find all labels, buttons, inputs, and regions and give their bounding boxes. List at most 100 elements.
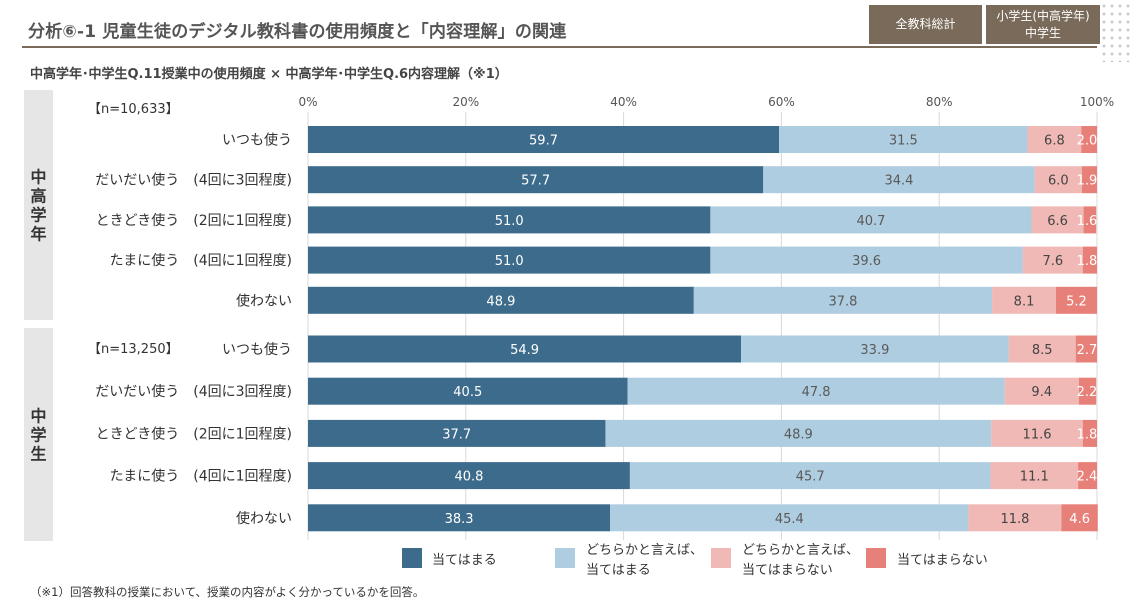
bar-segment	[990, 462, 1079, 490]
bar-segment	[308, 126, 780, 153]
bar-segment	[627, 377, 1005, 405]
data-label: 45.4	[775, 512, 804, 527]
bar-segment	[605, 419, 992, 447]
data-label: 2.2	[1077, 385, 1098, 400]
group-label-char: 学	[30, 206, 46, 225]
footnote: （※1）回答教科の授業において、授業の内容がよく分かっているかを回答。	[30, 585, 425, 599]
data-label: 1.6	[1077, 214, 1098, 229]
data-label: 8.1	[1014, 294, 1035, 309]
data-label: 57.7	[521, 174, 550, 189]
data-label: 8.5	[1032, 343, 1053, 358]
bar-segment	[1055, 286, 1097, 314]
x-tick-label: 80%	[926, 95, 953, 109]
bar-segment	[308, 335, 742, 363]
group-panel	[24, 328, 53, 541]
bar-segment	[1081, 126, 1097, 153]
bar-segment	[1082, 246, 1097, 274]
legend-swatch	[402, 548, 422, 568]
category-label: 使わない	[236, 292, 292, 309]
data-label: 33.9	[860, 343, 889, 358]
bar-segment	[710, 246, 1023, 274]
data-label: 48.9	[784, 427, 813, 442]
bar-segment	[308, 286, 694, 314]
data-label: 4.6	[1069, 512, 1090, 527]
legend-swatch	[555, 548, 575, 568]
bar-segment	[693, 286, 993, 314]
group-label-char: 生	[30, 445, 46, 464]
bar-segment	[1083, 206, 1097, 234]
legend-label: 当てはまらない	[897, 553, 988, 568]
data-label: 9.4	[1031, 385, 1052, 400]
data-label: 39.6	[852, 254, 881, 269]
bar-segment	[308, 504, 611, 532]
bar-segment	[741, 335, 1009, 363]
category-label: たまに使う (4回に1回程度)	[110, 468, 292, 485]
grade-tag-line1: 小学生(中高学年)	[996, 9, 1090, 24]
grade-tag: 小学生(中高学年) 中学生	[986, 5, 1100, 44]
category-label: だいだい使う (4回に3回程度)	[95, 383, 292, 400]
data-label: 40.7	[856, 214, 885, 229]
bar-segment	[308, 206, 711, 234]
grade-tag-line2: 中学生	[1024, 25, 1061, 40]
x-tick-label: 40%	[610, 95, 637, 109]
legend-label: どちらかと言えば、	[742, 543, 859, 558]
bar-segment	[710, 206, 1032, 234]
data-label: 1.9	[1077, 174, 1098, 189]
data-label: 11.6	[1023, 427, 1052, 442]
stacked-bar-chart: 0% 20% 40% 60% 80% 100% 中高学年【n=10,633】いつも使う 59…	[24, 90, 1114, 578]
chart-subtitle: 中高学年･中学生Q.11授業中の使用頻度 × 中高学年･中学生Q.6内容理解（※…	[30, 67, 508, 82]
x-tick-label: 20%	[452, 95, 479, 109]
bar-segment	[1061, 504, 1098, 532]
data-label: 2.4	[1077, 470, 1098, 485]
data-label: 37.7	[442, 427, 471, 442]
legend-label: 当てはまる	[586, 563, 651, 578]
category-label: 使わない	[236, 510, 292, 527]
legend-label: 当てはまらない	[742, 563, 833, 578]
bar-segment	[1008, 335, 1076, 363]
data-label: 31.5	[889, 134, 918, 149]
bar-segment	[1078, 377, 1097, 405]
bar-segment	[991, 419, 1083, 447]
data-label: 51.0	[495, 254, 524, 269]
scope-tag: 全教科総計	[869, 5, 982, 44]
bar-segment	[1034, 166, 1083, 194]
bar-segment	[1078, 462, 1097, 490]
data-label: 2.7	[1077, 343, 1098, 358]
data-label: 34.4	[884, 174, 913, 189]
title-underline	[22, 46, 1097, 48]
group-label-char: 高	[30, 187, 46, 206]
data-label: 6.8	[1044, 134, 1065, 149]
page-title: 分析⑥-1 児童生徒のデジタル教科書の使用頻度と「内容理解」の関連	[28, 22, 567, 42]
legend-swatch	[866, 548, 886, 568]
data-label: 1.8	[1077, 254, 1098, 269]
sample-size-label: 【n=10,633】	[88, 102, 179, 117]
legend-label: 当てはまる	[432, 553, 497, 568]
bar-segment	[968, 504, 1062, 532]
data-label: 38.3	[445, 512, 474, 527]
data-label: 40.8	[454, 470, 483, 485]
data-label: 11.1	[1020, 470, 1049, 485]
bar-segment	[763, 166, 1035, 194]
data-label: 6.6	[1047, 214, 1068, 229]
bar-segment	[1082, 166, 1097, 194]
category-label: いつも使う	[222, 341, 292, 358]
group-label-char: 学	[30, 426, 46, 445]
bar-segment	[779, 126, 1028, 153]
category-label: ときどき使う (2回に1回程度)	[96, 425, 292, 442]
bar-segment	[308, 419, 606, 447]
data-label: 2.0	[1077, 134, 1098, 149]
bar-segment	[308, 377, 628, 405]
bar-segment	[1082, 419, 1097, 447]
bar-segment	[308, 166, 764, 194]
category-label: いつも使う	[222, 132, 292, 149]
decorative-dots	[1100, 2, 1134, 62]
category-label: たまに使う (4回に1回程度)	[110, 252, 292, 269]
x-tick-label: 60%	[768, 95, 795, 109]
group-label-char: 年	[30, 225, 46, 244]
data-label: 51.0	[495, 214, 524, 229]
bar-segment	[1022, 246, 1083, 274]
bar-segment	[992, 286, 1056, 314]
data-label: 7.6	[1042, 254, 1063, 269]
bar-segment	[1031, 206, 1084, 234]
data-label: 1.8	[1077, 427, 1098, 442]
